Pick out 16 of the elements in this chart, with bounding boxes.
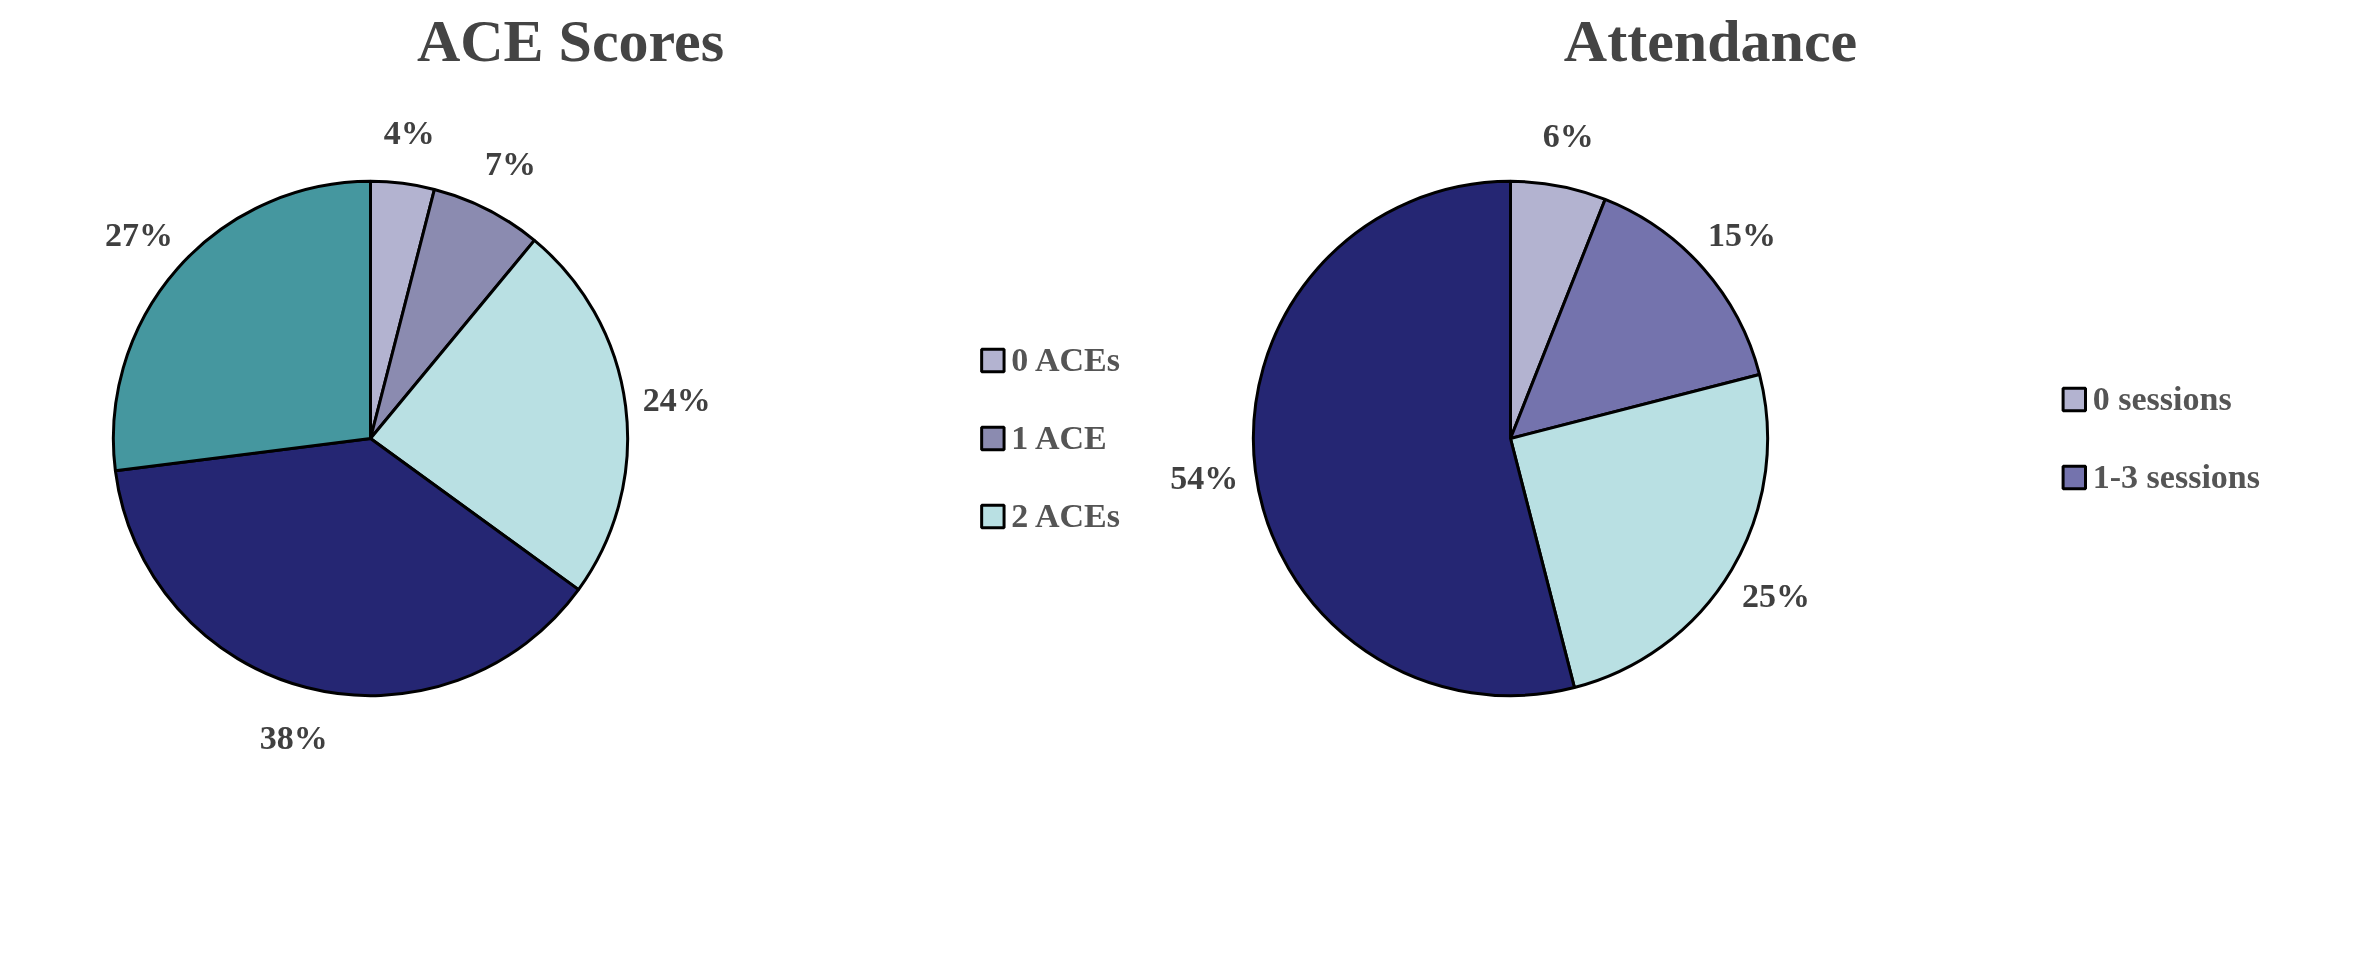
legend-label: 1 ACE (1011, 419, 1107, 457)
legend-label: 0 sessions (2092, 380, 2232, 418)
data-label: 4% (383, 113, 435, 151)
legend-label: 2 ACEs (1011, 497, 1120, 535)
data-label: 25% (1742, 577, 1811, 615)
chart-title: Attendance (1563, 7, 1858, 74)
data-label: 7% (485, 145, 537, 183)
data-label: 24% (642, 381, 711, 419)
data-label: 38% (259, 718, 328, 756)
data-label: 6% (1542, 116, 1594, 154)
legend-label: 1-3 sessions (2092, 458, 2260, 496)
data-label: 27% (105, 215, 174, 253)
legend-label: 0 ACEs (1011, 341, 1120, 379)
data-label: 15% (1707, 215, 1776, 253)
chart-title: ACE Scores (416, 7, 725, 74)
data-label: 54% (1170, 458, 1239, 496)
